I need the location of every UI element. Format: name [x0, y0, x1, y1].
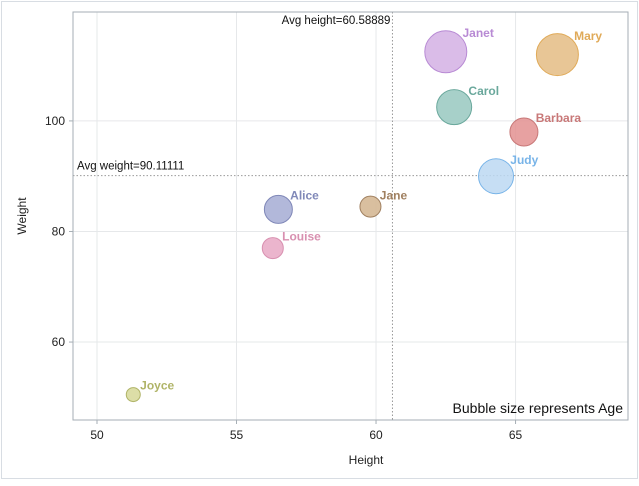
y-tick-label: 100 [45, 114, 65, 128]
x-axis-label: Height [349, 453, 384, 467]
bubble-label-louise: Louise [282, 230, 321, 244]
bubble-label-judy: Judy [510, 153, 538, 167]
bubble-label-mary: Mary [574, 29, 602, 43]
bubble-label-janet: Janet [462, 26, 493, 40]
bubble-label-alice: Alice [290, 189, 319, 203]
avg-height-label: Avg height=60.58889 [282, 15, 391, 27]
bubble-label-joyce: Joyce [140, 379, 174, 393]
y-tick-label: 80 [52, 224, 66, 238]
bubble-label-barbara: Barbara [536, 111, 582, 125]
bubble-mary [535, 33, 579, 77]
bubble-jane [359, 195, 382, 218]
bubble-louise [261, 237, 284, 260]
bubble-judy [478, 158, 515, 195]
bubble-janet [424, 30, 468, 74]
bubble-joyce [125, 387, 141, 403]
avg-weight-label: Avg weight=90.11111 [77, 161, 184, 173]
y-tick-label: 60 [52, 335, 66, 349]
bubble-label-jane: Jane [380, 188, 408, 202]
bubble-label-carol: Carol [468, 84, 499, 98]
x-tick-label: 55 [230, 428, 244, 442]
size-note: Bubble size represents Age [453, 400, 624, 416]
x-tick-label: 60 [369, 428, 383, 442]
y-axis-label: Weight [15, 197, 29, 235]
bubble-alice [263, 194, 293, 224]
bubble-barbara [509, 117, 539, 147]
x-tick-label: 65 [509, 428, 523, 442]
plot-area-border [72, 11, 629, 421]
bubble-carol [436, 89, 473, 126]
x-tick-label: 50 [90, 428, 104, 442]
